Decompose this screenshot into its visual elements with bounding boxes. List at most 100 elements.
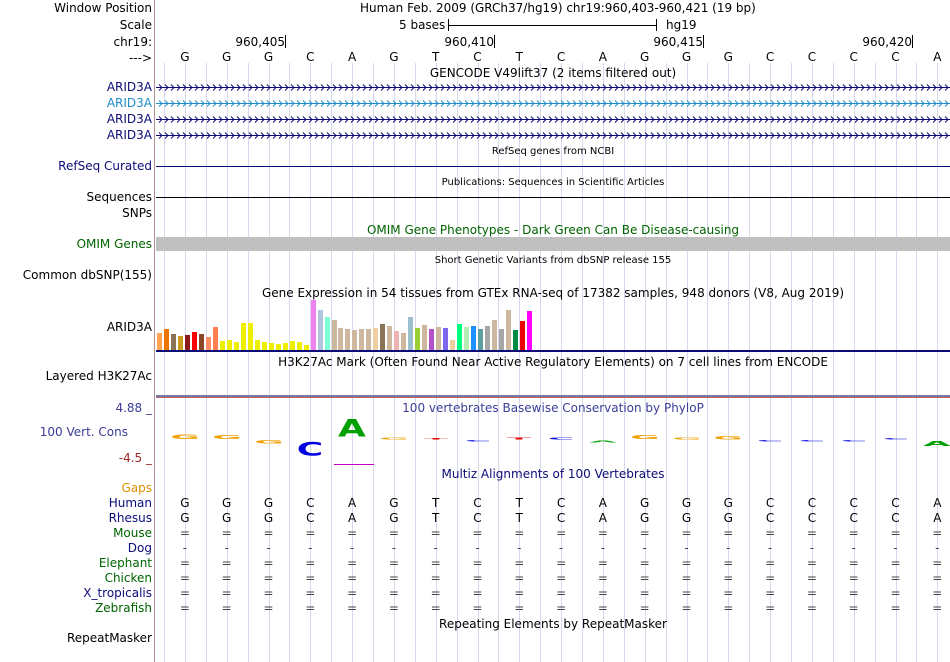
gtex-tissue-bar[interactable] [331,320,337,350]
strand-chevron [362,100,367,107]
gtex-tissue-bar[interactable] [289,340,295,350]
gtex-tissue-bar[interactable] [212,327,218,350]
gaps-label[interactable]: Gaps [121,481,152,495]
gtex-tissue-bar[interactable] [471,326,477,350]
refseq-line[interactable] [156,166,950,167]
gtex-tissue-bar[interactable] [157,332,162,350]
gtex-tissue-bar[interactable] [380,324,386,350]
gtex-tissue-bar[interactable] [268,343,274,350]
gtex-tissue-bar[interactable] [415,328,421,350]
gtex-tissue-bar[interactable] [254,340,260,350]
gtex-tissue-bar[interactable] [317,310,323,350]
gtex-tissue-bar[interactable] [275,343,281,350]
gtex-tissue-bar[interactable] [261,342,267,350]
gtex-bars[interactable] [156,300,950,350]
gtex-tissue-bar[interactable] [170,333,176,350]
gtex-tissue-bar[interactable] [226,340,232,350]
omim-feature[interactable] [156,237,950,251]
gtex-tissue-bar[interactable] [366,329,372,350]
gtex-tissue-bar[interactable] [394,331,400,350]
gtex-tissue-bar[interactable] [464,327,470,350]
species-label[interactable]: X_tropicalis [83,586,152,600]
gtex-tissue-bar[interactable] [408,317,414,350]
gtex-tissue-bar[interactable] [387,326,393,350]
pubs-line[interactable] [156,197,950,198]
gencode-title[interactable]: GENCODE V49lift37 (2 items filtered out) [429,66,677,80]
gtex-tissue-bar[interactable] [359,329,365,350]
gene-label[interactable]: ARID3A [106,80,152,94]
gene-feature[interactable] [156,115,950,124]
gtex-tissue-bar[interactable] [512,330,518,350]
gtex-tissue-bar[interactable] [443,328,449,350]
gtex-tissue-bar[interactable] [506,310,511,350]
repeatmasker-label[interactable]: RepeatMasker [66,631,152,645]
pubs-label[interactable]: Sequences [86,190,152,204]
gtex-tissue-bar[interactable] [450,340,456,350]
gene-label[interactable]: ARID3A [106,112,152,126]
gtex-tissue-bar[interactable] [247,323,253,350]
dbsnp-label[interactable]: Common dbSNP(155) [22,268,152,282]
gtex-tissue-bar[interactable] [310,300,316,350]
gene-feature[interactable] [156,99,950,108]
gtex-tissue-bar[interactable] [499,329,505,350]
gtex-tissue-bar[interactable] [485,326,491,350]
gtex-tissue-bar[interactable] [177,335,183,350]
gtex-title[interactable]: Gene Expression in 54 tissues from GTEx … [261,286,845,300]
gtex-tissue-bar[interactable] [303,345,309,350]
gene-label[interactable]: ARID3A [106,96,152,110]
gtex-tissue-bar[interactable] [478,329,484,350]
species-label[interactable]: Zebrafish [95,601,152,615]
guide-line [352,63,354,662]
gtex-tissue-bar[interactable] [198,334,204,350]
gtex-tissue-bar[interactable] [296,342,302,350]
refseq-label[interactable]: RefSeq Curated [58,159,152,173]
gtex-tissue-bar[interactable] [191,332,197,350]
species-label[interactable]: Rhesus [108,511,152,525]
gtex-tissue-bar[interactable] [436,327,442,350]
gtex-tissue-bar[interactable] [338,328,344,350]
strand-chevron [482,100,487,107]
refseq-title[interactable]: RefSeq genes from NCBI [491,146,615,157]
gtex-tissue-bar[interactable] [219,341,225,350]
gtex-tissue-bar[interactable] [205,336,211,350]
dbsnp-title[interactable]: Short Genetic Variants from dbSNP releas… [434,255,672,266]
phylop-label[interactable]: 100 Vert. Cons [39,425,128,439]
species-label[interactable]: Mouse [113,526,152,540]
gtex-tissue-bar[interactable] [422,325,428,350]
gtex-tissue-bar[interactable] [233,342,239,350]
gene-feature[interactable] [156,131,950,140]
gtex-tissue-bar[interactable] [492,320,498,350]
gtex-tissue-bar[interactable] [240,323,246,350]
gtex-tissue-bar[interactable] [184,335,190,350]
species-label[interactable]: Dog [127,541,152,555]
gtex-tissue-bar[interactable] [401,333,407,350]
omim-title[interactable]: OMIM Gene Phenotypes - Dark Green Can Be… [366,223,740,237]
gene-label[interactable]: ARID3A [106,128,152,142]
gtex-tissue-bar[interactable] [324,317,330,350]
gtex-tissue-bar[interactable] [282,342,288,350]
h3k27ac-title[interactable]: H3K27Ac Mark (Often Found Near Active Re… [278,355,828,369]
snps-label[interactable]: SNPs [122,206,152,220]
gtex-tissue-bar[interactable] [373,328,379,350]
gtex-tissue-bar[interactable] [429,329,435,350]
gtex-tissue-bar[interactable] [345,329,351,350]
species-label[interactable]: Human [108,496,152,510]
repeatmasker-title[interactable]: Repeating Elements by RepeatMasker [439,617,667,631]
strand-chevron [218,116,223,123]
strand-arrow-label[interactable]: ---> [128,51,152,65]
gtex-tissue-bar[interactable] [457,324,463,350]
species-label[interactable]: Elephant [98,556,152,570]
gtex-tissue-bar[interactable] [526,311,532,350]
multiz-title[interactable]: Multiz Alignments of 100 Vertebrates [441,467,665,481]
phylop-title[interactable]: 100 vertebrates Basewise Conservation by… [402,401,704,415]
omim-label[interactable]: OMIM Genes [76,237,152,251]
gtex-tissue-bar[interactable] [519,321,525,350]
gene-feature[interactable] [156,83,950,92]
gtex-tissue-bar[interactable] [352,330,358,350]
gtex-gene-label[interactable]: ARID3A [106,320,152,334]
h3k27ac-label[interactable]: Layered H3K27Ac [45,369,152,383]
gtex-tissue-bar[interactable] [163,329,169,350]
pubs-title[interactable]: Publications: Sequences in Scientific Ar… [441,177,665,188]
species-label[interactable]: Chicken [104,571,152,585]
